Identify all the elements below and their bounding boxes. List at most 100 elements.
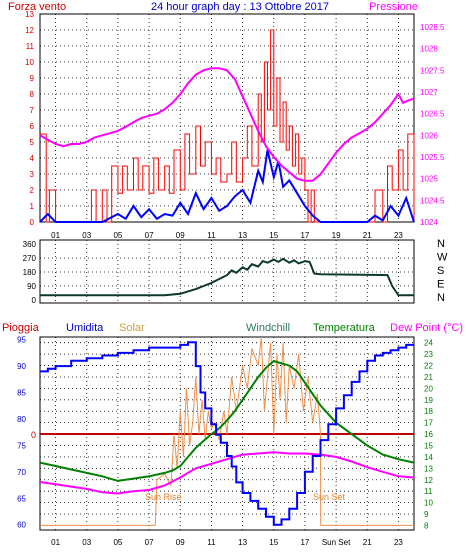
x-tick-label: 05 (113, 231, 122, 240)
temperature-tick-label: 9 (424, 510, 429, 519)
x-tick-label: 21 (363, 231, 372, 240)
x-tick-label: 05 (113, 538, 122, 547)
direction-tick-label: 360 (23, 240, 37, 249)
legend-rain: Pioggia (2, 322, 40, 334)
chart1-plot-area (39, 13, 415, 223)
direction-tick-label: 90 (27, 282, 36, 291)
humidity-series-line (40, 341, 414, 526)
temp-humidity-chart: Pioggia Umidita Solar Windchill Temperat… (2, 322, 463, 547)
direction-series-line (40, 257, 414, 297)
humidity-tick-label: 80 (17, 415, 26, 424)
temperature-tick-label: 13 (424, 464, 433, 473)
wind-tick-label: 12 (25, 26, 34, 35)
temperature-tick-label: 21 (424, 373, 433, 382)
direction-tick-label: 180 (23, 268, 37, 277)
x-tick-label: 03 (82, 231, 91, 240)
x-tick-label: 13 (238, 538, 247, 547)
legend-humidity: Umidita (66, 322, 104, 334)
x-tick-label: 01 (51, 231, 60, 240)
chart2-grid (40, 240, 414, 303)
x-tick-label: 17 (300, 231, 309, 240)
humidity-tick-label: 90 (17, 362, 26, 371)
pressure-tick-label: 1028 (420, 45, 438, 54)
chart-title: 24 hour graph day : 13 Ottobre 2017 (151, 1, 329, 13)
x-tick-label: 13 (238, 231, 247, 240)
wind-tick-label: 10 (25, 58, 34, 67)
wind-tick-label: 7 (30, 106, 35, 115)
direction-ticks: 0 90 180 270 360 (23, 240, 37, 305)
temperature-ticks: 8 9 10 11 12 13 14 15 16 17 18 19 20 21 22 23 24 (424, 339, 433, 531)
x-tick-label: 21 (363, 538, 372, 547)
pressure-tick-label: 1024 (420, 218, 438, 227)
humidity-tick-label: 70 (17, 468, 26, 477)
temperature-tick-label: 10 (424, 499, 433, 508)
wind-tick-label: 4 (30, 154, 35, 163)
compass-label: N (437, 238, 445, 250)
temperature-tick-label: 24 (424, 339, 433, 348)
wind-tick-label: 11 (26, 42, 35, 51)
temperature-tick-label: 12 (424, 476, 433, 485)
chart2-plot-area (39, 239, 415, 304)
x-tick-label: 19 (332, 231, 341, 240)
humidity-tick-label: 60 (17, 521, 26, 530)
x-tick-label: 03 (82, 538, 91, 547)
pressure-series-line (39, 67, 415, 182)
temperature-tick-label: 15 (424, 441, 433, 450)
x-tick-label: 09 (176, 231, 185, 240)
x-tick-label: 15 (269, 538, 278, 547)
temperature-tick-label: 8 (424, 521, 429, 530)
wind-tick-label: 13 (25, 10, 34, 19)
humidity-tick-label: 95 (17, 336, 26, 345)
temperature-tick-label: 14 (424, 453, 433, 462)
legend-temperature: Temperatura (313, 322, 376, 334)
humidity-tick-label: 65 (17, 494, 26, 503)
rain-zero-label: 0 (31, 430, 36, 440)
x-tick-label: 11 (207, 538, 216, 547)
legend-windchill: Windchill (246, 322, 290, 334)
pressure-tick-label: 1027.5 (420, 66, 445, 75)
gust-series-line (40, 29, 415, 223)
wind-series-line (39, 149, 415, 223)
wind-tick-label: 0 (30, 218, 35, 227)
temperature-tick-label: 18 (424, 407, 433, 416)
wind-tick-label: 3 (30, 170, 35, 179)
sunrise-label: Sun Rise (145, 492, 182, 502)
chart3-x-ticks: 01 03 05 07 09 11 13 15 17 Sun Set 21 23 (51, 538, 403, 547)
wind-axis-title: Forza vento (8, 1, 66, 13)
x-tick-label: 01 (51, 538, 60, 547)
x-tick-label: 09 (176, 538, 185, 547)
temperature-tick-label: 19 (424, 396, 433, 405)
legend-dewpoint: Dew Point (°C) (390, 322, 463, 334)
wind-tick-label: 5 (30, 138, 35, 147)
humidity-tick-label: 85 (17, 389, 26, 398)
chart1-x-ticks: 01 03 05 07 09 11 13 15 17 19 21 23 (51, 231, 403, 240)
solar-series-line (40, 336, 414, 526)
pressure-axis-title: Pressione (369, 1, 418, 13)
x-tick-label: Sun Set (322, 538, 351, 547)
direction-tick-label: 270 (23, 254, 37, 263)
dewpoint-series-line (39, 451, 415, 495)
temperature-tick-label: 23 (424, 350, 433, 359)
temperature-tick-label: 17 (424, 419, 433, 428)
wind-tick-label: 6 (30, 122, 35, 131)
wind-tick-label: 2 (30, 186, 35, 195)
wind-tick-label: 8 (30, 90, 35, 99)
direction-tick-label: 0 (32, 296, 37, 305)
compass-label: N (437, 292, 445, 304)
wind-pressure-chart: Forza vento 24 hour graph day : 13 Ottob… (8, 1, 445, 240)
temperature-series-line (39, 359, 415, 482)
pressure-ticks: 1024 1024.5 1025 1025.5 1026 1026.5 1027 1027.5… (420, 23, 445, 227)
pressure-tick-label: 1027 (420, 88, 438, 97)
x-tick-label: 23 (394, 538, 403, 547)
pressure-tick-label: 1024.5 (420, 196, 445, 205)
pressure-tick-label: 1025 (420, 175, 438, 184)
temperature-tick-label: 20 (424, 384, 433, 393)
humidity-ticks: 60 65 70 75 80 85 90 95 (17, 336, 26, 530)
legend-solar: Solar (119, 322, 145, 334)
temperature-tick-label: 16 (424, 430, 433, 439)
pressure-tick-label: 1025.5 (420, 153, 445, 162)
x-tick-label: 07 (145, 231, 154, 240)
